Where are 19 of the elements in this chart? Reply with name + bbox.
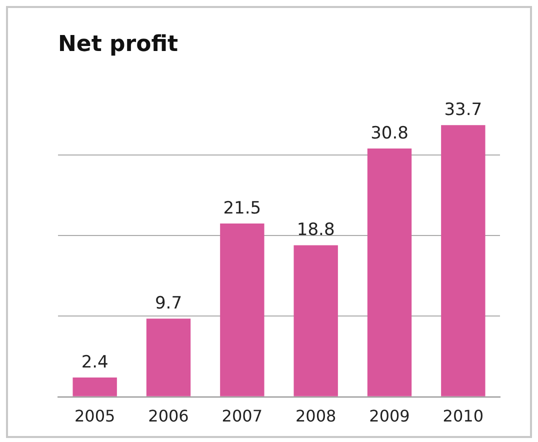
bar [367, 148, 412, 396]
data-label: 33.7 [444, 100, 482, 120]
chart-title: Net profit [58, 32, 179, 57]
data-label: 21.5 [223, 198, 262, 218]
bar [146, 318, 191, 396]
x-tick-label: 2009 [369, 406, 410, 426]
x-tick-label: 2008 [295, 406, 336, 426]
x-tick-label: 2005 [74, 406, 116, 426]
data-label: 2.4 [81, 352, 108, 372]
data-label: 9.7 [154, 294, 182, 314]
bar [72, 377, 117, 396]
x-tick-label: 2006 [148, 406, 189, 426]
bar [220, 224, 264, 396]
x-tick-label: 2007 [222, 406, 263, 426]
data-label: 30.8 [370, 123, 408, 144]
bar [441, 125, 486, 396]
bar [294, 245, 338, 396]
x-tick-label: 2010 [442, 406, 484, 426]
data-label: 18.8 [296, 220, 335, 240]
